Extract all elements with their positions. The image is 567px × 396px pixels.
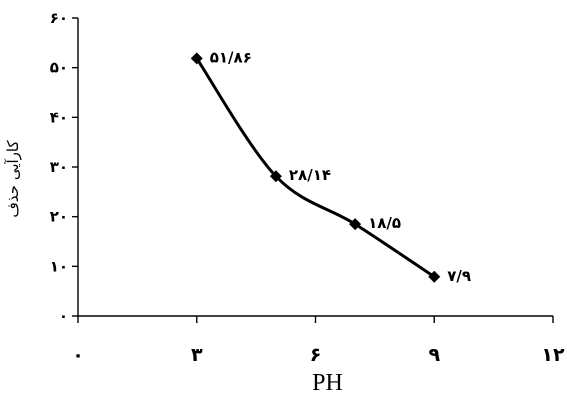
data-labels-group: ۵۱/۸۶ ۲۸/۱۴ ۱۸/۵ ۷/۹ xyxy=(210,48,471,284)
x-tick-label: ۹ xyxy=(428,344,440,366)
markers-group xyxy=(190,52,441,283)
data-point-label: ۲۸/۱۴ xyxy=(289,166,331,184)
data-point-marker xyxy=(349,218,362,231)
data-point-label: ۷/۹ xyxy=(447,267,471,285)
x-axis-title: PH xyxy=(312,370,343,396)
y-tick-label: ۴۰ xyxy=(50,108,68,126)
data-point-marker xyxy=(190,52,203,65)
y-tick-label: ۵۰ xyxy=(50,59,68,77)
y-axis-title: کارآیی حذف xyxy=(4,140,22,218)
y-tick-label: ۲۰ xyxy=(50,208,68,226)
series-line xyxy=(195,57,436,279)
x-tick-label: ۳ xyxy=(191,344,203,366)
y-tick-label: ۰ xyxy=(59,307,68,325)
y-tick-label: ۱۰ xyxy=(50,257,68,275)
y-tick-label: ۳۰ xyxy=(50,158,68,176)
x-tick-label: ۶ xyxy=(310,344,322,366)
data-point-marker xyxy=(269,170,282,183)
y-tick-label: ۶۰ xyxy=(50,9,68,27)
x-tick-label: ۰ xyxy=(72,344,84,366)
x-tick-label: ۱۲ xyxy=(541,344,565,366)
y-axis-ticks: ۰ ۱۰ ۲۰ ۳۰ ۴۰ ۵۰ ۶۰ xyxy=(50,9,78,325)
data-point-label: ۵۱/۸۶ xyxy=(210,48,252,66)
x-axis-ticks: ۰ ۳ ۶ ۹ ۱۲ xyxy=(72,316,565,366)
data-point-label: ۱۸/۵ xyxy=(368,214,401,232)
data-point-marker xyxy=(428,270,441,283)
series-group xyxy=(195,57,436,279)
